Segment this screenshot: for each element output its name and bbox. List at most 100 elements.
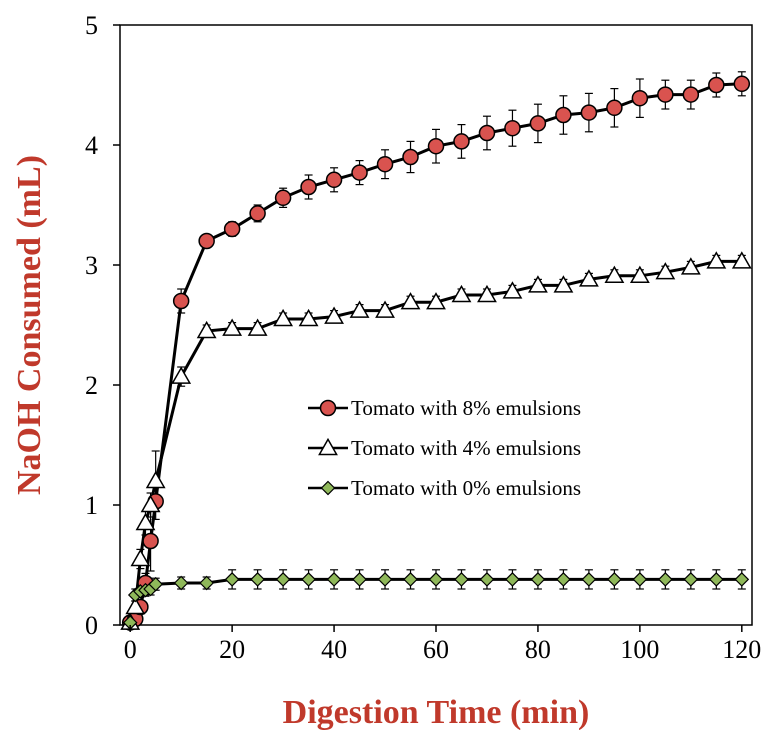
series-1-point [172, 292, 190, 310]
series-3-point [632, 572, 648, 587]
series-3-point [454, 572, 469, 587]
x-tick-label: 0 [124, 635, 137, 664]
series-2-point [578, 269, 599, 287]
y-tick-label: 4 [85, 131, 98, 160]
series-3-point [683, 572, 699, 587]
series-2-point [528, 275, 548, 293]
series-2-point [196, 320, 217, 339]
series-3-point [428, 572, 444, 587]
y-tick-label: 1 [85, 491, 98, 520]
y-tick-label: 2 [85, 371, 98, 400]
series-2-point [247, 318, 268, 336]
series-3-point [479, 572, 495, 587]
series-2-point [604, 265, 625, 284]
x-axis-ticks: 0 20 40 60 80 100 120 [124, 625, 761, 664]
series-2-point [135, 512, 156, 531]
x-tick-label: 100 [620, 635, 659, 664]
series-1-point [274, 189, 292, 207]
error-bars [126, 71, 746, 626]
legend: Tomato with 8% emulsions Tomato with 4% e… [308, 396, 581, 500]
series-2-point [324, 306, 344, 324]
series-2-point [171, 366, 192, 384]
series-3-point [224, 572, 240, 587]
series-3-point [173, 575, 189, 591]
series-3-point [708, 572, 724, 587]
x-tick-label: 120 [722, 635, 761, 664]
series-2-point [375, 300, 395, 318]
series-1-point [223, 220, 241, 238]
series-1-point [351, 164, 368, 181]
y-tick-label: 0 [85, 611, 98, 640]
series-3-point [403, 572, 418, 587]
series-1-point [142, 532, 159, 550]
x-tick-label: 40 [321, 635, 347, 664]
series-2-point [130, 548, 151, 567]
series-1-point [376, 155, 394, 173]
series-lines [128, 82, 742, 624]
series-3-point [505, 572, 520, 587]
series-2-point [706, 251, 727, 269]
legend-marker-1 [319, 399, 337, 417]
legend-marker-3 [320, 480, 336, 496]
series-3-point [658, 572, 673, 587]
series-1-point [453, 133, 470, 150]
series-2-point [145, 470, 166, 489]
series-3-point [352, 572, 367, 587]
series-3-point [148, 576, 164, 592]
series-1-point [529, 115, 547, 132]
series-1-point [427, 137, 445, 155]
series-3-point [377, 572, 393, 587]
series-2-point [426, 292, 446, 310]
series-1-point [325, 171, 343, 189]
series-1-point [708, 76, 725, 94]
series-3-point [301, 572, 316, 587]
series-3-point [199, 575, 214, 591]
series-2-point [502, 281, 523, 299]
series-1-point [631, 89, 649, 107]
series-3-point [556, 572, 571, 587]
series-3-point [581, 572, 597, 587]
series-1-point [580, 104, 598, 121]
series-3-point [607, 572, 622, 587]
series-3-point [734, 572, 750, 587]
series-1-point [478, 124, 496, 142]
series-2-point [140, 494, 161, 513]
series-1-point [555, 106, 572, 124]
series-2-point [731, 251, 752, 269]
series-1-point [606, 99, 623, 117]
y-tick-label: 5 [85, 11, 98, 40]
x-tick-label: 60 [423, 635, 449, 664]
series-3-point [275, 572, 291, 587]
series-1-point [300, 178, 317, 196]
series-3-point [530, 572, 546, 587]
series-2-point [349, 300, 370, 318]
series-1-point [733, 75, 751, 93]
series-2-point [655, 262, 676, 280]
series-2-point [125, 596, 146, 615]
legend-label-1: Tomato with 8% emulsions [351, 396, 581, 420]
series-1-line [129, 82, 742, 624]
x-tick-label: 80 [525, 635, 551, 664]
series-1-point [402, 148, 419, 166]
x-tick-label: 20 [219, 635, 245, 664]
series-2-point [629, 265, 650, 284]
series-markers [120, 75, 752, 631]
legend-marker-2 [318, 437, 338, 456]
y-axis-ticks: 0 1 2 3 4 5 [85, 11, 120, 640]
series-1-point [657, 86, 674, 103]
plot-frame [119, 24, 753, 626]
series-2-point [477, 284, 497, 303]
series-1-point [198, 232, 215, 250]
series-2-point [680, 257, 701, 275]
y-tick-label: 3 [85, 251, 98, 280]
series-2-point [273, 308, 294, 327]
legend-label-2: Tomato with 4% emulsions [351, 436, 581, 460]
series-2-point [298, 308, 319, 327]
series-2-point [222, 318, 243, 336]
series-2-point [451, 284, 472, 303]
series-3-point [250, 572, 265, 587]
legend-label-3: Tomato with 0% emulsions [351, 476, 581, 500]
series-1-point [249, 205, 266, 222]
y-axis-title: NaOH Consumed (mL) [11, 155, 48, 495]
